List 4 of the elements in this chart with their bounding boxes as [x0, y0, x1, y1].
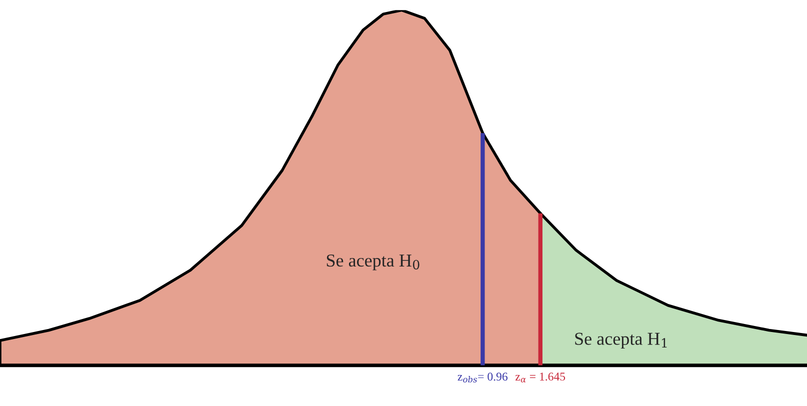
annotation: Se acepta H$_{1}$: [575, 332, 667, 349]
x-tick-label: z$_{α}$ = 1.645: [516, 372, 566, 382]
annotation: Se acepta H$_{0}$: [326, 254, 420, 270]
x-tick-label: z$_{obs}$= 0.96: [458, 372, 508, 382]
